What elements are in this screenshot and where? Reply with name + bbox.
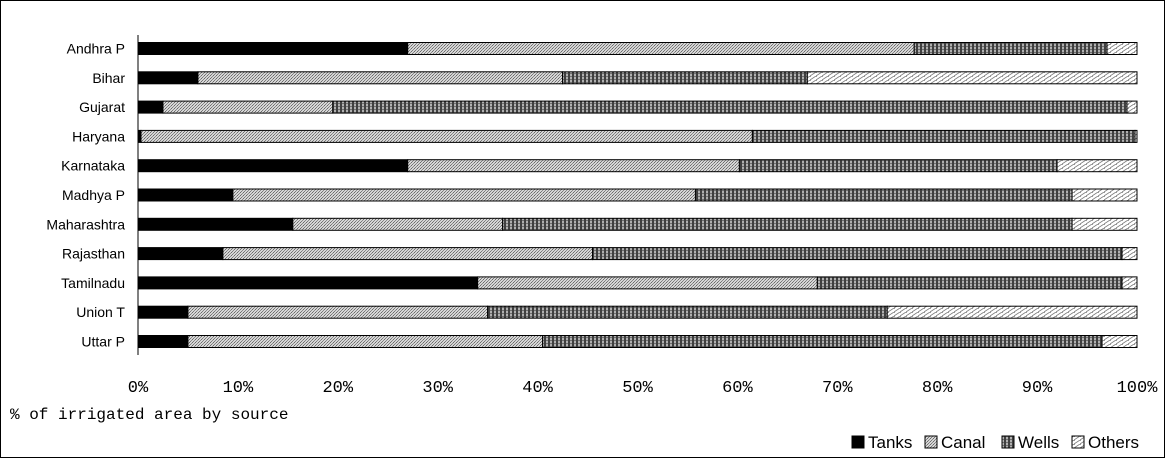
category-label: Uttar P <box>81 334 125 350</box>
x-tick-label: 60% <box>722 379 753 398</box>
legend-label-others: Others <box>1088 433 1139 452</box>
category-label: Karnataka <box>61 158 125 174</box>
x-tick-label: 70% <box>822 379 853 398</box>
x-tick-labels: 0% 10% 20% 30% 40% 50% 60% 70% 80% 90% 100% <box>128 379 1158 398</box>
x-tick-label: 80% <box>922 379 953 398</box>
bar-madhya-p-wells <box>694 188 1073 202</box>
legend-label-canal: Canal <box>941 433 985 452</box>
x-tick-label: 100% <box>1117 379 1159 398</box>
bar-maharashtra-tanks <box>137 217 294 231</box>
bar-tamilnadu-tanks <box>137 276 479 290</box>
category-label: Andhra P <box>67 41 125 57</box>
bar-haryana-canal <box>140 129 753 143</box>
x-axis-title: % of irrigated area by source <box>10 406 288 424</box>
bar-maharashtra-wells <box>502 217 1073 231</box>
x-tick-label: 0% <box>128 379 149 398</box>
legend-swatch-tanks <box>851 435 865 449</box>
bar-karnataka-others <box>1056 159 1138 173</box>
bar-maharashtra-others <box>1071 217 1138 231</box>
bar-uttar-p-canal <box>187 335 544 348</box>
x-tick-label: 40% <box>522 379 553 398</box>
bar-haryana-wells <box>751 129 1136 143</box>
bar-andhra-p-tanks <box>137 42 409 55</box>
bar-gujarat-canal <box>162 100 334 114</box>
bar-bihar-canal <box>197 71 564 85</box>
bar-bihar-wells <box>562 71 808 85</box>
bar-tamilnadu-canal <box>477 276 818 290</box>
bar-uttar-p-tanks <box>137 335 189 348</box>
bar-madhya-p-tanks <box>137 188 234 202</box>
legend-label-wells: Wells <box>1018 433 1059 452</box>
bar-rajasthan-others <box>1121 247 1138 261</box>
bar-tamilnadu-wells <box>816 276 1123 290</box>
legend-swatch-wells <box>1001 435 1015 449</box>
bar-bihar-tanks <box>137 71 199 85</box>
bar-uttar-p-wells <box>542 335 1103 348</box>
x-tick-label: 20% <box>322 379 353 398</box>
x-tick-label: 30% <box>422 379 453 398</box>
bar-bihar-others <box>806 71 1138 85</box>
bar-madhya-p-others <box>1071 188 1138 202</box>
x-tick-label: 50% <box>622 379 653 398</box>
bar-gujarat-tanks <box>137 100 164 114</box>
bar-union-t-wells <box>487 305 888 319</box>
legend-swatch-canal <box>924 435 938 449</box>
bar-andhra-p-wells <box>913 42 1108 55</box>
category-label: Union T <box>76 304 125 320</box>
x-tick-label: 10% <box>223 379 254 398</box>
bar-tamilnadu-others <box>1121 276 1138 290</box>
bar-karnataka-tanks <box>137 159 409 173</box>
category-label: Gujarat <box>79 99 125 115</box>
bar-gujarat-others <box>1126 100 1138 114</box>
category-label: Haryana <box>72 128 125 144</box>
bar-maharashtra-canal <box>292 217 504 231</box>
category-label: Maharashtra <box>46 216 125 232</box>
category-label: Rajasthan <box>62 246 125 262</box>
bar-rajasthan-tanks <box>137 247 224 261</box>
legend: Tanks Canal Wells Others <box>851 433 1139 452</box>
bar-karnataka-wells <box>738 159 1058 173</box>
bar-union-t-canal <box>187 305 489 319</box>
legend-label-tanks: Tanks <box>868 433 912 452</box>
bar-union-t-tanks <box>137 305 189 319</box>
category-label: Madhya P <box>62 187 125 203</box>
bar-andhra-p-canal <box>407 42 915 55</box>
category-label: Bihar <box>92 70 125 86</box>
legend-swatch-others <box>1071 435 1085 449</box>
bar-rajasthan-wells <box>592 247 1123 261</box>
bar-union-t-others <box>886 305 1138 319</box>
bar-karnataka-canal <box>407 159 740 173</box>
category-label: Tamilnadu <box>61 275 125 291</box>
x-tick-label: 90% <box>1022 379 1053 398</box>
bar-gujarat-wells <box>332 100 1128 114</box>
bar-haryana-others <box>1134 129 1138 143</box>
bars-layer <box>137 42 1138 348</box>
bar-madhya-p-canal <box>232 188 696 202</box>
bar-uttar-p-others <box>1101 335 1138 348</box>
bar-andhra-p-others <box>1106 42 1138 55</box>
bar-rajasthan-canal <box>222 247 594 261</box>
category-labels: Andhra P Bihar Gujarat Haryana Karnataka Madh… <box>46 41 125 350</box>
